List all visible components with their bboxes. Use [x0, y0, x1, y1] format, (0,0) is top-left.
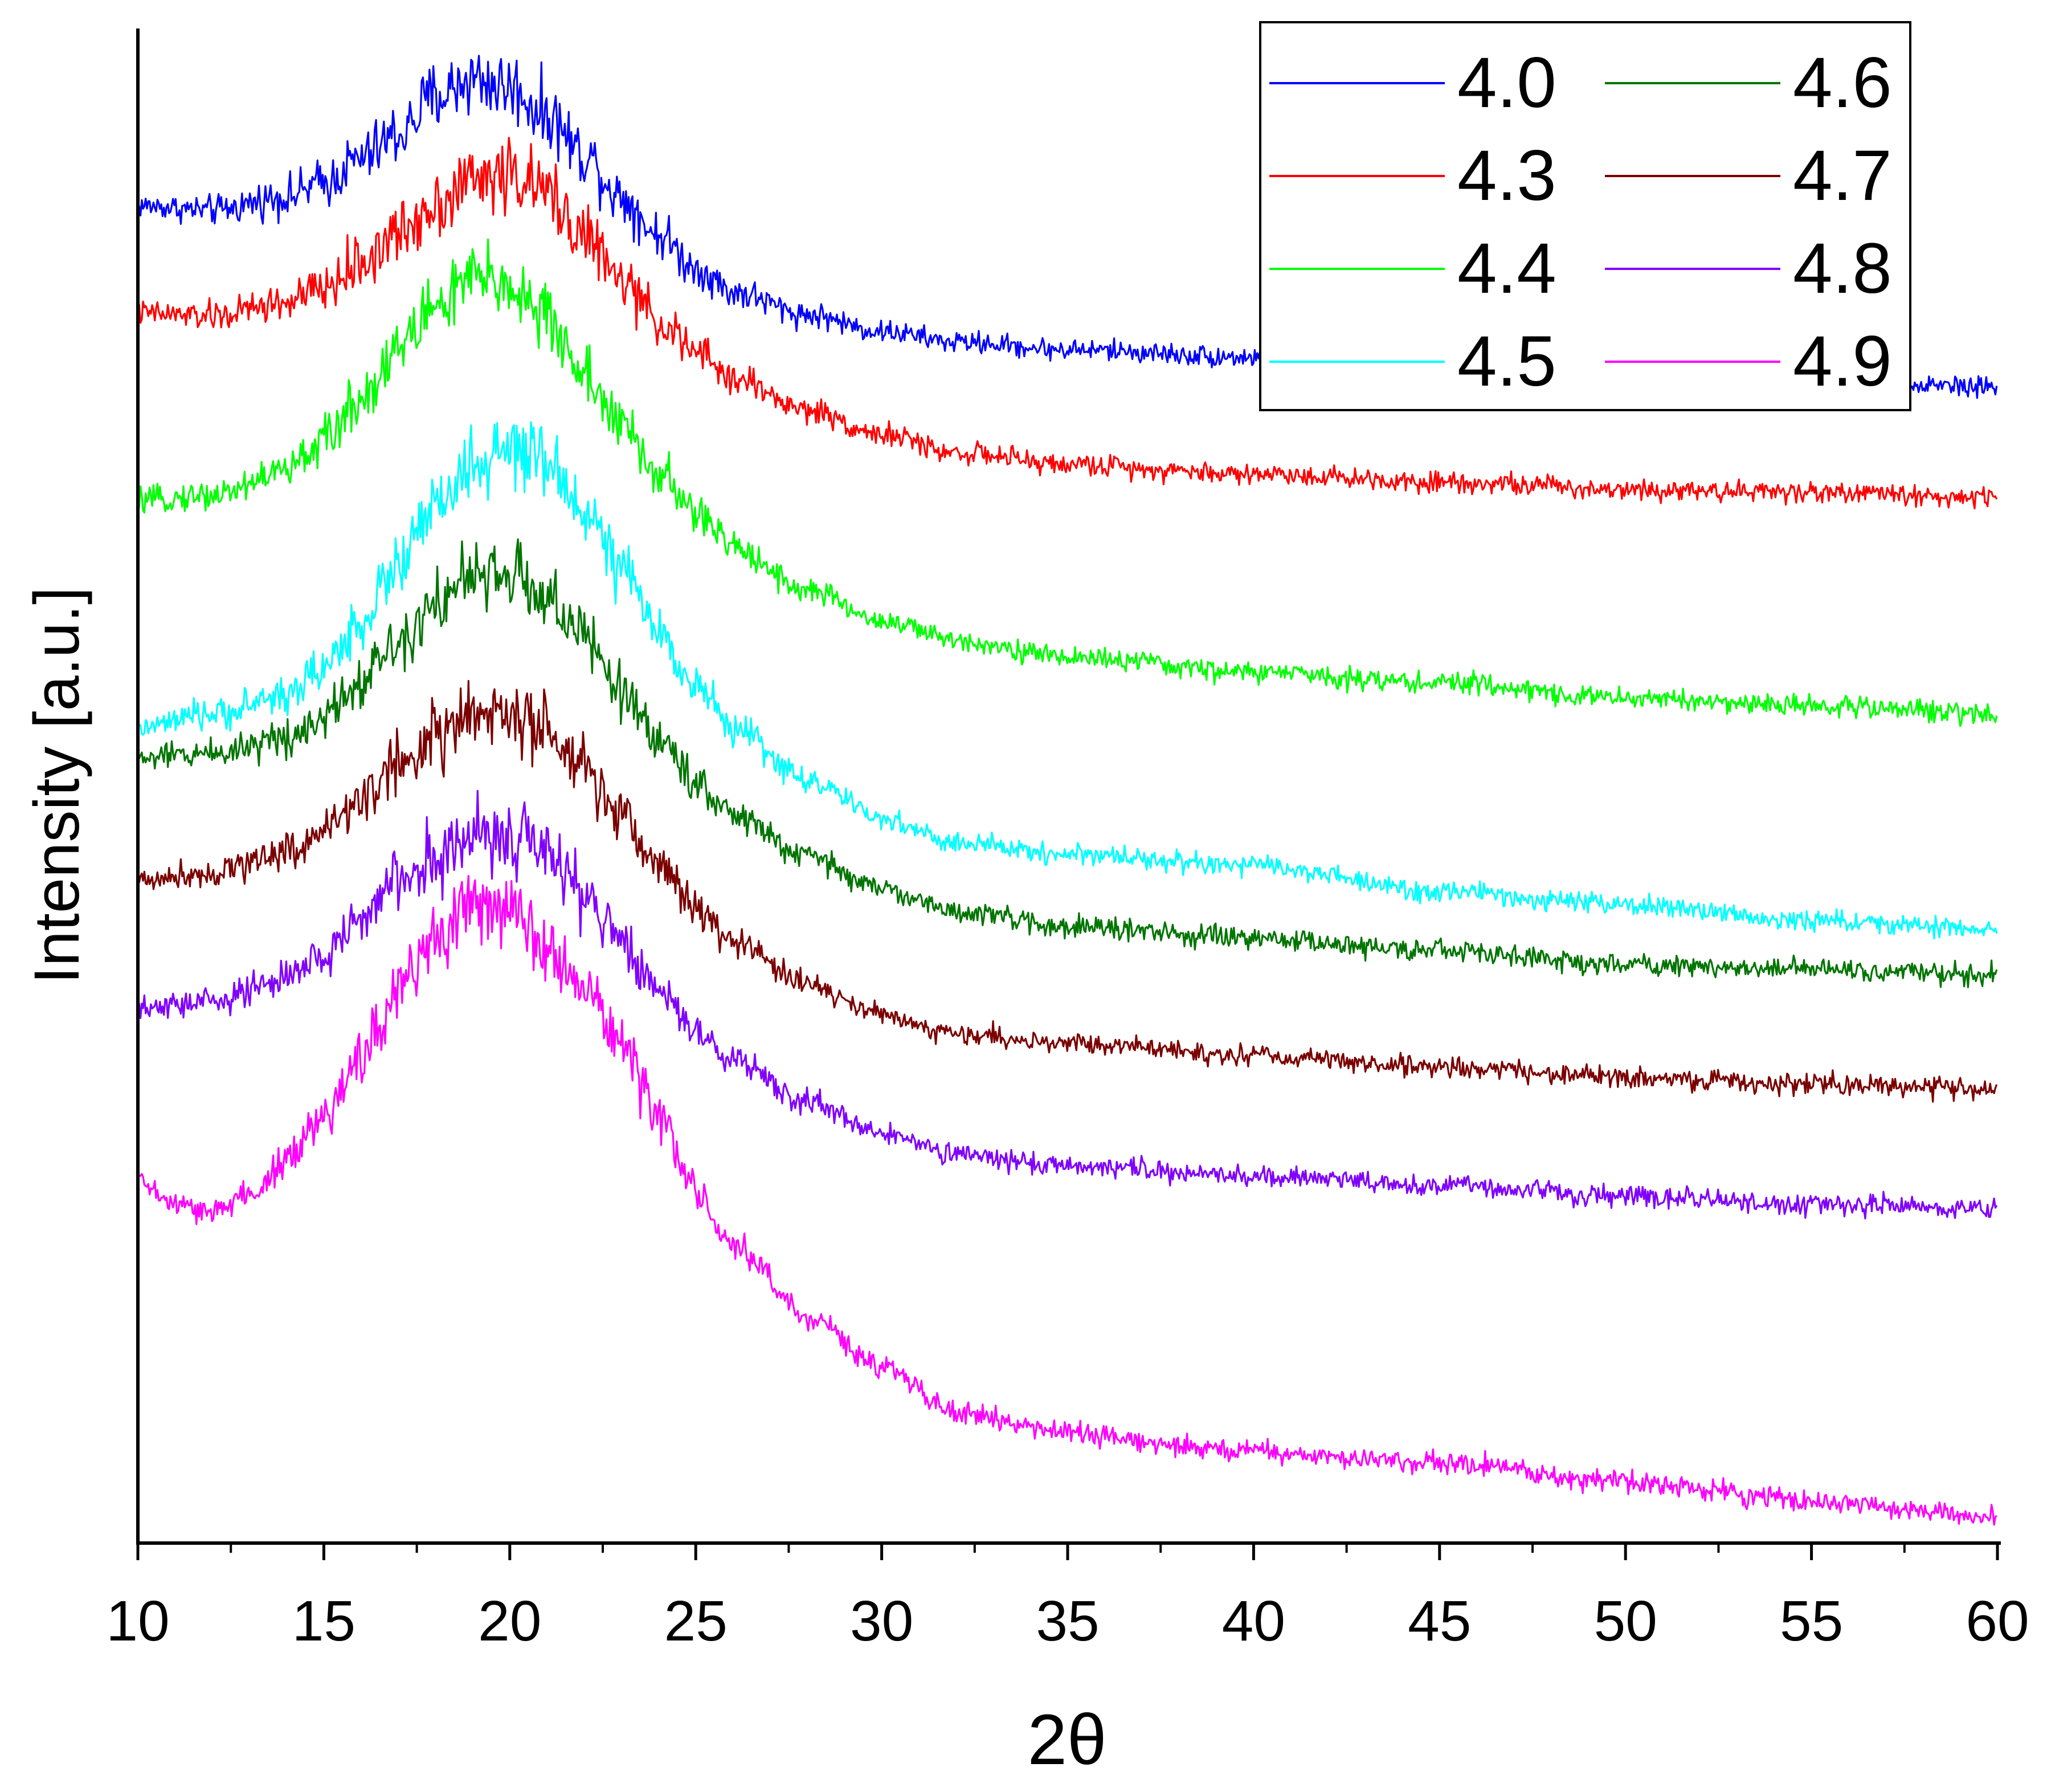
series-line-4.8	[137, 789, 1998, 1220]
series-line-4.3	[137, 137, 1998, 510]
legend-label: 4.7	[1793, 136, 1892, 215]
x-tick-label: 45	[1408, 1589, 1471, 1653]
x-tick-label: 40	[1222, 1589, 1285, 1653]
y-axis-label: Intensity [a.u.]	[21, 587, 92, 984]
x-axis-label: 2θ	[1027, 1700, 1106, 1779]
x-tick-label: 60	[1966, 1589, 2029, 1653]
x-tick-label: 50	[1594, 1589, 1657, 1653]
series-line-4.5	[137, 421, 1998, 940]
series-line-4.6	[137, 538, 1998, 988]
legend-items: 4.0 4.3 4.4 4.5 4.6 4.7 4.8 4.9	[1269, 43, 1892, 401]
legend-label: 4.0	[1457, 43, 1556, 122]
legend-label: 4.4	[1457, 229, 1556, 308]
x-axis-ticks: 10 15 20 25 30 35 40 45 50 55 60	[106, 1543, 2029, 1653]
plot-curves	[137, 55, 1998, 1526]
x-tick-label: 30	[850, 1589, 913, 1653]
legend-label: 4.8	[1793, 229, 1892, 308]
series-line-4.9	[137, 875, 1997, 1526]
x-tick-label: 20	[478, 1589, 541, 1653]
x-tick-label: 25	[664, 1589, 728, 1653]
series-line-4.7	[137, 680, 1998, 1103]
legend-label: 4.3	[1457, 136, 1556, 215]
x-tick-label: 10	[106, 1589, 169, 1653]
legend-label: 4.5	[1457, 322, 1556, 401]
x-tick-label: 55	[1780, 1589, 1843, 1653]
x-tick-label: 15	[292, 1589, 356, 1653]
legend: 4.0 4.3 4.4 4.5 4.6 4.7 4.8 4.9	[1259, 21, 1911, 411]
legend-label: 4.6	[1793, 43, 1892, 122]
legend-box	[1259, 21, 1911, 411]
legend-label: 4.9	[1793, 322, 1892, 401]
x-tick-label: 35	[1036, 1589, 1099, 1653]
series-line-4.4	[137, 238, 1998, 727]
